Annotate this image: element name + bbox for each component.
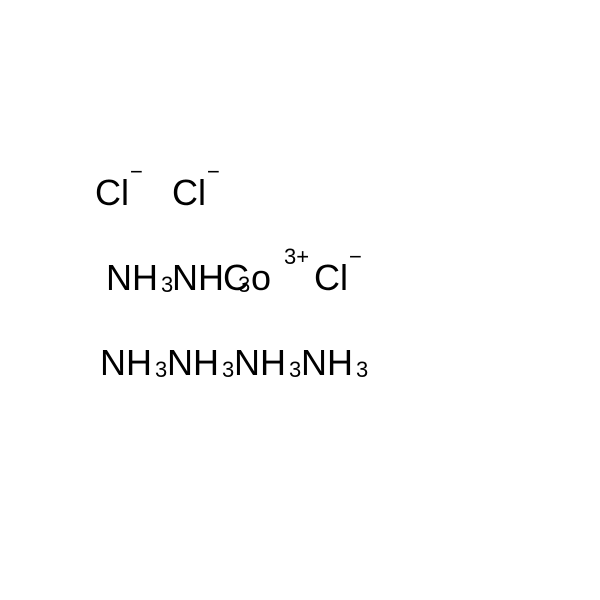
r3-nh1-3: 3 [155, 359, 167, 381]
r1-cl1: Cl [95, 175, 129, 211]
r1-cl1-chg: − [130, 161, 143, 183]
r3-nh4-3: 3 [356, 359, 368, 381]
r3-nh2-3: 3 [222, 359, 234, 381]
r2-co-chg: 3+ [284, 246, 309, 268]
r2-nh2-3: 3 [238, 274, 250, 296]
r2-co-o: o [251, 260, 271, 296]
chemical-formula-diagram: { "diagram": { "type": "infographic", "c… [0, 0, 600, 600]
r2-nh2: NH [172, 260, 224, 296]
r3-nh4: NH [301, 345, 353, 381]
r1-cl2: Cl [172, 175, 206, 211]
r3-nh1: NH [100, 345, 152, 381]
r2-nh1: NH [106, 260, 158, 296]
r2-cl: Cl [314, 260, 348, 296]
r3-nh2: NH [167, 345, 219, 381]
r3-nh3: NH [234, 345, 286, 381]
r3-nh3-3: 3 [289, 359, 301, 381]
r1-cl2-chg: − [207, 161, 220, 183]
r2-cl-chg: − [349, 246, 362, 268]
